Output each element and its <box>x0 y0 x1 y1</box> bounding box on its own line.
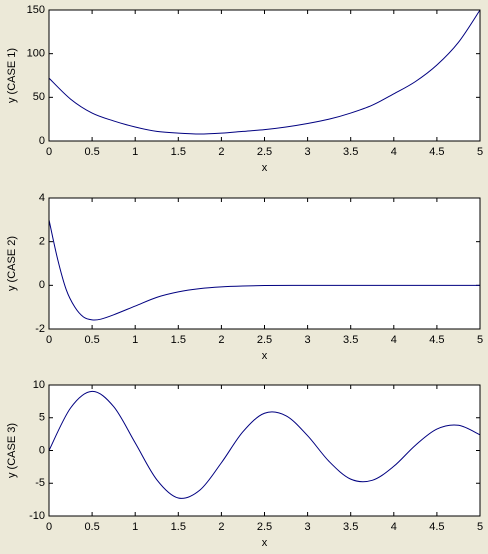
y-tick-label: 4 <box>39 192 45 204</box>
x-axis-label: x <box>262 162 268 174</box>
x-tick-label: 1.5 <box>171 146 186 158</box>
x-axis-label: x <box>262 350 268 362</box>
x-tick-label: 2.5 <box>257 521 272 533</box>
x-tick-label: 3.5 <box>343 521 358 533</box>
x-tick-label: 5 <box>477 334 483 346</box>
x-tick-label: 4 <box>391 521 397 533</box>
x-tick-label: 4.5 <box>429 521 444 533</box>
x-tick-label: 3.5 <box>343 334 358 346</box>
y-tick-label: 50 <box>33 91 45 103</box>
x-tick-label: 5 <box>477 146 483 158</box>
axes-background <box>49 198 480 329</box>
x-tick-label: 4.5 <box>429 146 444 158</box>
data-line <box>48 9 481 135</box>
axes-box <box>48 197 481 330</box>
y-tick-label: -2 <box>35 323 45 335</box>
x-tick-label: 0 <box>46 146 52 158</box>
x-tick-label: 4.5 <box>429 334 444 346</box>
x-tick-label: 3 <box>305 146 311 158</box>
y-tick-label: 10 <box>33 379 45 391</box>
data-line <box>48 390 481 499</box>
x-tick-label: 3 <box>305 334 311 346</box>
y-tick-label: 0 <box>39 135 45 147</box>
x-axis-label: x <box>262 537 268 549</box>
x-tick-label: 4 <box>391 334 397 346</box>
x-tick-label: 5 <box>477 521 483 533</box>
x-tick-label: 2 <box>218 521 224 533</box>
axes-box <box>48 9 481 142</box>
y-tick-label: 2 <box>39 236 45 248</box>
y-tick-label: 150 <box>27 4 45 16</box>
y-tick-label: 5 <box>39 412 45 424</box>
x-tick-label: 2 <box>218 334 224 346</box>
y-axis-label: y (CASE 3) <box>6 423 18 478</box>
y-tick-label: 0 <box>39 279 45 291</box>
x-tick-label: 3 <box>305 521 311 533</box>
x-tick-label: 1 <box>132 146 138 158</box>
y-tick-label: 0 <box>39 444 45 456</box>
x-tick-label: 1 <box>132 334 138 346</box>
axes-box <box>48 384 481 517</box>
y-axis-label: y (CASE 1) <box>6 48 18 103</box>
y-tick-label: -5 <box>35 477 45 489</box>
x-tick-label: 1 <box>132 521 138 533</box>
x-tick-label: 0.5 <box>84 146 99 158</box>
x-tick-label: 0.5 <box>84 521 99 533</box>
x-tick-label: 0.5 <box>84 334 99 346</box>
x-tick-label: 0 <box>46 334 52 346</box>
axes-background <box>49 385 480 516</box>
data-line <box>48 219 480 321</box>
y-axis-label: y (CASE 2) <box>6 236 18 291</box>
x-tick-label: 3.5 <box>343 146 358 158</box>
x-tick-label: 2 <box>218 146 224 158</box>
x-tick-label: 1.5 <box>171 521 186 533</box>
y-tick-label: -10 <box>29 510 45 522</box>
x-tick-label: 2.5 <box>257 334 272 346</box>
y-tick-label: 100 <box>27 48 45 60</box>
x-tick-label: 0 <box>46 521 52 533</box>
x-tick-label: 4 <box>391 146 397 158</box>
x-tick-label: 1.5 <box>171 334 186 346</box>
x-tick-label: 2.5 <box>257 146 272 158</box>
axes-background <box>49 10 480 141</box>
